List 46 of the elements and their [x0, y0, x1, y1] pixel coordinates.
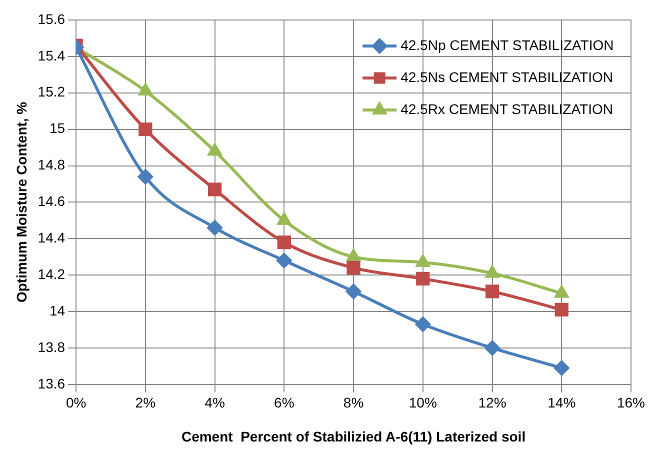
point — [346, 260, 360, 275]
point — [346, 249, 360, 262]
y-tick-label: 14.2 — [38, 266, 66, 282]
y-tick-label: 15.6 — [38, 10, 66, 27]
point — [207, 220, 222, 236]
point — [277, 212, 291, 225]
y-tick-label: 14.8 — [38, 156, 66, 173]
x-tick-label: 0% — [66, 394, 86, 411]
point — [208, 144, 222, 156]
point — [485, 284, 500, 298]
point — [554, 302, 568, 316]
point — [346, 284, 362, 299]
y-tick-label: 14.4 — [38, 230, 66, 246]
x-tick-label: 16% — [616, 394, 646, 411]
x-tick-label: 4% — [204, 394, 225, 411]
x-tick-label: 2% — [135, 394, 156, 411]
point — [416, 272, 430, 286]
y-axis-title: Optimum Moisture Content, % — [13, 101, 30, 303]
point — [276, 253, 292, 268]
point — [554, 286, 568, 298]
legend-label: 42.5Ns CEMENT STABILIZATION — [400, 68, 613, 85]
x-tick-label: 8% — [343, 394, 364, 411]
y-tick-label: 14 — [49, 302, 66, 318]
x-axis-title: Cement Percent of Stabilizied A-6(11) Laterized soil — [181, 428, 526, 444]
point — [138, 84, 152, 96]
point — [486, 266, 499, 278]
legend-label: 42.5Np CEMENT STABILIZATION — [400, 36, 614, 53]
y-tick-label: 15.4 — [38, 47, 66, 64]
y-tick-label: 13.8 — [38, 338, 66, 355]
point — [554, 360, 570, 376]
point — [277, 235, 291, 250]
x-tick-label: 6% — [274, 394, 294, 411]
point — [415, 316, 430, 332]
point — [208, 182, 222, 196]
point — [484, 340, 500, 356]
point — [138, 122, 152, 136]
x-tick-label: 12% — [478, 394, 506, 411]
x-tick-label: 14% — [548, 394, 576, 411]
legend-label: 42.5Rx CEMENT STABILIZATION — [400, 100, 613, 117]
x-tick-label: 10% — [408, 394, 437, 411]
y-tick-label: 15 — [49, 120, 66, 136]
y-tick-label: 13.6 — [38, 375, 66, 392]
y-tick-label: 15.2 — [38, 84, 66, 100]
point — [138, 169, 153, 184]
y-tick-label: 14.6 — [38, 193, 66, 210]
point — [416, 254, 430, 267]
